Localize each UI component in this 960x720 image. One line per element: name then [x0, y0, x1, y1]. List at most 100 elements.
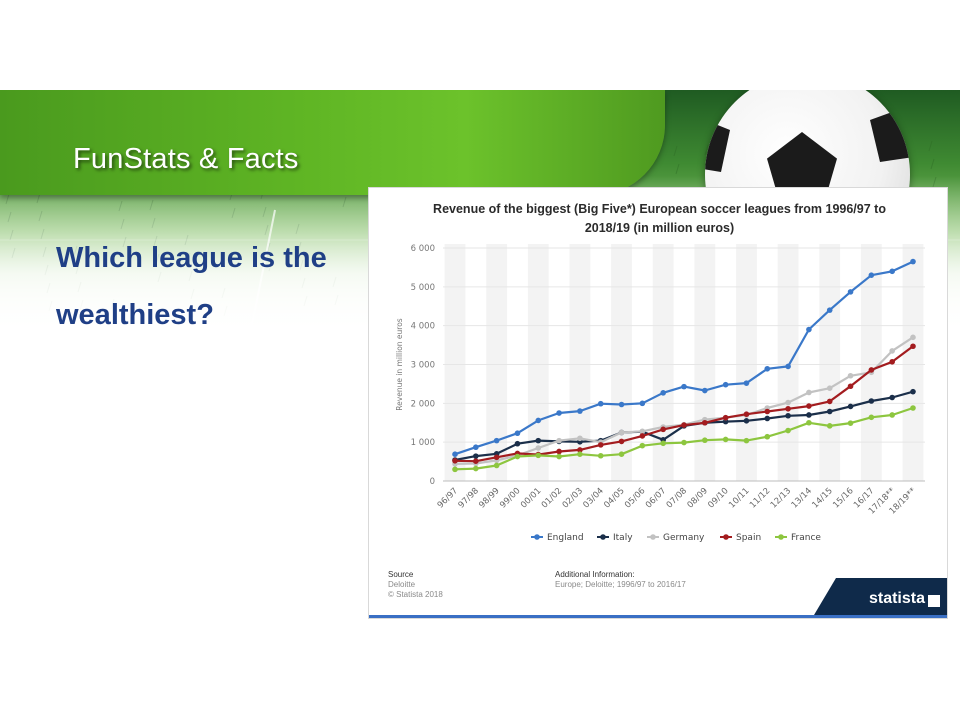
chart-title: Revenue of the biggest (Big Five*) Europ… — [387, 200, 932, 238]
data-point-germany — [910, 334, 916, 341]
data-point-germany — [889, 348, 895, 354]
grid-band — [736, 244, 757, 481]
data-point-germany — [826, 385, 833, 391]
data-point-germany — [785, 399, 791, 406]
data-point-spain — [764, 408, 771, 415]
data-point-france — [639, 442, 646, 449]
data-point-italy — [847, 403, 854, 410]
data-point-france — [473, 465, 479, 472]
grid-band — [819, 244, 841, 481]
statista-logo-text[interactable]: statista — [868, 590, 925, 607]
data-point-spain — [556, 448, 562, 455]
data-point-france — [868, 414, 875, 421]
data-point-italy — [910, 388, 916, 395]
statista-logo-icon — [928, 595, 940, 607]
data-point-france — [681, 439, 687, 446]
data-point-spain — [702, 419, 708, 426]
chart-bottom-rule — [369, 615, 947, 618]
x-tick-label: 05/06 — [623, 486, 647, 510]
data-point-england — [806, 326, 812, 333]
data-point-england — [514, 430, 521, 437]
question-text: Which league is the wealthiest? — [56, 230, 356, 344]
data-point-italy — [514, 440, 521, 447]
grid-band — [652, 244, 674, 481]
source-block: Source Deloitte © Statista 2018 — [388, 570, 443, 600]
x-tick-label: 15/16 — [831, 486, 855, 510]
grid-band — [444, 244, 466, 481]
source-line-2: © Statista 2018 — [388, 590, 443, 599]
data-point-spain — [910, 343, 916, 350]
source-line-1: Deloitte — [388, 580, 416, 589]
y-tick-label: 3 000 — [411, 361, 435, 371]
x-tick-label: 06/07 — [644, 486, 668, 510]
data-point-england — [597, 400, 604, 407]
data-point-spain — [493, 454, 500, 461]
data-point-france — [702, 437, 708, 444]
source-heading: Source — [388, 570, 414, 579]
x-tick-label: 04/05 — [602, 486, 626, 510]
data-point-germany — [618, 429, 625, 436]
data-point-france — [889, 412, 895, 418]
x-tick-label: 98/99 — [477, 486, 501, 510]
chart-title-line-2: 2018/19 (in million euros) — [584, 221, 735, 235]
data-point-england — [452, 451, 458, 458]
data-point-italy — [785, 412, 791, 419]
data-point-spain — [618, 438, 625, 445]
data-point-germany — [639, 428, 646, 435]
data-point-spain — [847, 383, 854, 390]
x-tick-label: 12/13 — [769, 486, 793, 510]
series-lines — [452, 258, 916, 473]
question-line-1: Which league is the — [56, 242, 327, 274]
data-point-france — [493, 462, 500, 469]
x-tick-label: 01/02 — [540, 486, 564, 510]
data-point-spain — [785, 405, 791, 412]
data-point-england — [743, 380, 750, 386]
data-point-italy — [535, 437, 542, 444]
question-line-2: wealthiest? — [56, 299, 214, 331]
grid-band — [527, 244, 549, 481]
data-point-france — [764, 433, 771, 440]
data-point-england — [639, 400, 646, 407]
data-point-england — [556, 410, 562, 416]
data-point-france — [618, 451, 625, 458]
legend-marker — [600, 534, 606, 540]
data-point-france — [722, 436, 729, 443]
grid-band — [694, 244, 716, 481]
legend: England Italy Germany Spain France — [531, 533, 821, 543]
chart-card: Revenue of the biggest (Big Five*) Europ… — [368, 187, 948, 619]
data-point-england — [618, 401, 625, 408]
data-point-italy — [806, 412, 812, 418]
y-tick-label: 0 — [430, 477, 435, 487]
x-tick-label: 11/12 — [748, 486, 772, 510]
x-tick-label: 13/14 — [790, 486, 814, 510]
data-point-england — [660, 390, 666, 396]
data-point-england — [764, 365, 771, 372]
data-point-england — [785, 363, 791, 370]
data-point-spain — [452, 458, 458, 464]
data-point-france — [597, 452, 604, 459]
data-point-italy — [743, 418, 750, 424]
slide-title: FunStats & Facts — [73, 143, 299, 175]
series-line-france — [454, 406, 914, 471]
legend-label: Spain — [736, 533, 761, 543]
data-point-england — [910, 258, 916, 265]
legend-label: Italy — [613, 533, 633, 543]
statista-badge[interactable] — [814, 578, 947, 615]
data-point-italy — [473, 453, 479, 459]
data-point-spain — [681, 422, 687, 428]
data-point-france — [535, 452, 542, 459]
x-tick-label: 97/98 — [457, 486, 481, 510]
data-point-england — [847, 289, 854, 295]
y-tick-label: 4 000 — [411, 322, 435, 332]
legend-marker — [650, 534, 656, 540]
data-point-spain — [660, 426, 666, 433]
data-point-england — [577, 408, 583, 414]
data-point-italy — [826, 408, 833, 415]
data-point-france — [743, 437, 750, 444]
data-point-spain — [639, 433, 646, 439]
y-tick-label: 6 000 — [411, 244, 435, 254]
chart-title-line-1: Revenue of the biggest (Big Five*) Europ… — [433, 202, 886, 216]
additional-info-line: Europe; Deloitte; 1996/97 to 2016/17 — [555, 580, 686, 589]
grid-band — [902, 244, 924, 481]
legend-marker — [723, 534, 729, 540]
